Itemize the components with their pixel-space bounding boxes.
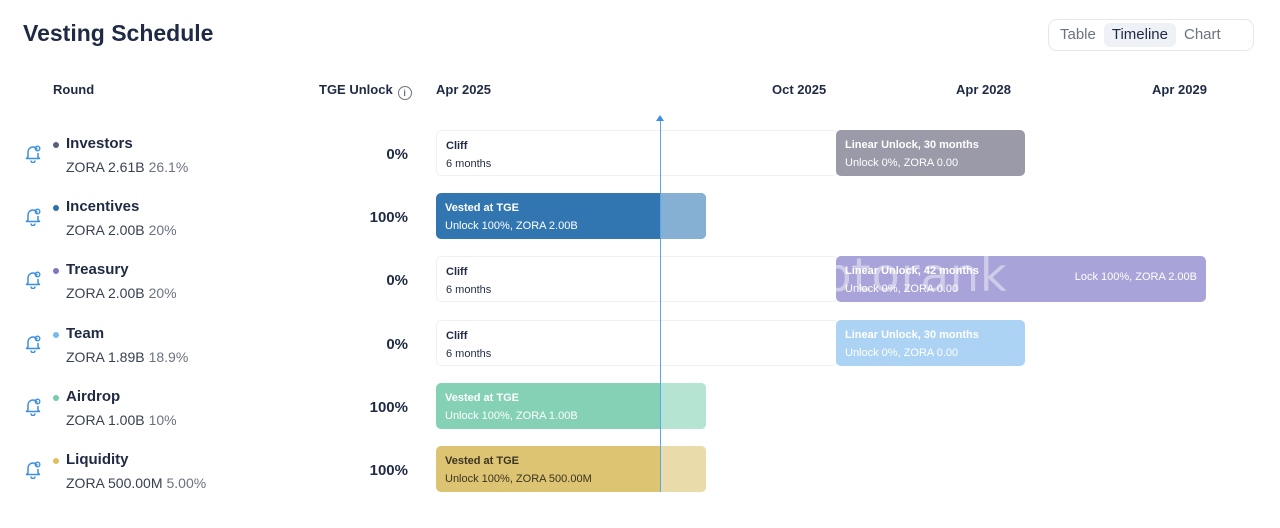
round-amount: ZORA 2.00B 20% <box>66 285 177 301</box>
round-amount: ZORA 1.00B 10% <box>66 412 177 428</box>
round-share: 20% <box>148 222 177 238</box>
vesting-row-team: Team ZORA 1.89B 18.9% 0% Cliff 6 months Linear… <box>0 320 1280 370</box>
vesting-row-airdrop: Airdrop ZORA 1.00B 10% 100% Vested at TGE Unl… <box>0 383 1280 433</box>
tge-vested-bar[interactable]: Vested at TGE Unlock 100%, ZORA 1.00B <box>436 383 706 429</box>
round-share: 20% <box>148 285 177 301</box>
round-share: 26.1% <box>148 159 189 175</box>
round-name: Investors <box>66 135 133 152</box>
tge-unlock-value: 0% <box>386 272 408 289</box>
round-amount: ZORA 2.61B 26.1% <box>66 159 188 175</box>
linear-unlock-detail: Unlock 0%, ZORA 0.00 <box>845 157 959 169</box>
round-share: 18.9% <box>148 349 189 365</box>
view-toggle: Table Timeline Chart <box>1048 19 1254 51</box>
timeline-date-label: Oct 2025 <box>772 82 827 97</box>
bell-icon[interactable] <box>24 333 42 354</box>
info-icon[interactable]: i <box>397 86 412 100</box>
round-color-dot <box>53 268 59 274</box>
round-column-header: Round <box>53 82 95 97</box>
vesting-row-liquidity: Liquidity ZORA 500.00M 5.00% 100% Vested at … <box>0 446 1280 496</box>
round-color-dot <box>53 332 59 338</box>
vesting-row-treasury: Treasury ZORA 2.00B 20% 0% Cliff 6 months Line… <box>0 256 1280 306</box>
round-token-amount: ZORA 2.00B <box>66 222 145 238</box>
tab-timeline[interactable]: Timeline <box>1103 23 1176 47</box>
tge-unlock-label: TGE Unlock <box>319 82 393 97</box>
linear-unlock-detail: Unlock 0%, ZORA 0.00 <box>845 347 959 359</box>
linear-unlock-bar[interactable]: Linear Unlock, 42 months Unlock 0%, ZORA … <box>836 256 1206 302</box>
tge-unlock-value: 100% <box>369 209 408 226</box>
bell-icon[interactable] <box>24 143 42 164</box>
round-token-amount: ZORA 2.00B <box>66 285 145 301</box>
tge-bar-detail: Unlock 100%, ZORA 500.00M <box>445 473 592 485</box>
tge-bar-title: Vested at TGE <box>445 455 519 467</box>
tge-unlock-value: 0% <box>386 336 408 353</box>
round-token-amount: ZORA 1.00B <box>66 412 145 428</box>
tge-bar-detail: Unlock 100%, ZORA 1.00B <box>445 410 578 422</box>
linear-unlock-bar[interactable]: Linear Unlock, 30 months Unlock 0%, ZORA … <box>836 130 1025 176</box>
cliff-bar-duration: 6 months <box>446 348 492 360</box>
cliff-bar-duration: 6 months <box>446 284 492 296</box>
linear-unlock-detail: Unlock 0%, ZORA 0.00 <box>845 283 959 295</box>
round-token-amount: ZORA 500.00M <box>66 475 163 491</box>
round-amount: ZORA 500.00M 5.00% <box>66 475 206 491</box>
round-name: Liquidity <box>66 451 129 468</box>
tge-bar-title: Vested at TGE <box>445 392 519 404</box>
current-date-line <box>660 120 661 492</box>
round-name: Incentives <box>66 198 140 215</box>
cliff-bar-title: Cliff <box>446 140 468 152</box>
cliff-bar-title: Cliff <box>446 266 468 278</box>
round-share: 10% <box>148 412 177 428</box>
bell-icon[interactable] <box>24 269 42 290</box>
linear-unlock-title: Linear Unlock, 42 months <box>845 265 979 277</box>
tge-bar-future-segment <box>660 446 706 492</box>
round-token-amount: ZORA 1.89B <box>66 349 145 365</box>
round-amount: ZORA 1.89B 18.9% <box>66 349 188 365</box>
tge-unlock-value: 100% <box>369 399 408 416</box>
current-date-marker <box>656 115 664 121</box>
watermark-logo: cryptorank <box>748 248 1008 302</box>
tge-bar-future-segment <box>660 383 706 429</box>
round-color-dot <box>53 395 59 401</box>
bell-icon[interactable] <box>24 459 42 480</box>
linear-unlock-bar[interactable]: Linear Unlock, 30 months Unlock 0%, ZORA … <box>836 320 1025 366</box>
timeline-date-label: Apr 2025 <box>436 82 491 97</box>
vesting-row-incentives: Incentives ZORA 2.00B 20% 100% Vested at TGE… <box>0 193 1280 243</box>
round-color-dot <box>53 142 59 148</box>
tge-bar-future-segment <box>660 193 706 239</box>
tab-chart[interactable]: Chart <box>1184 26 1221 43</box>
round-color-dot <box>53 205 59 211</box>
linear-unlock-title: Linear Unlock, 30 months <box>845 329 979 341</box>
tge-vested-bar[interactable]: Vested at TGE Unlock 100%, ZORA 2.00B <box>436 193 706 239</box>
tge-bar-detail: Unlock 100%, ZORA 2.00B <box>445 220 578 232</box>
cliff-bar[interactable]: Cliff 6 months <box>436 256 838 302</box>
tge-unlock-column-header: TGE Unlock i <box>319 82 412 100</box>
tge-unlock-value: 0% <box>386 146 408 163</box>
tge-bar-title: Vested at TGE <box>445 202 519 214</box>
round-name: Treasury <box>66 261 129 278</box>
cliff-bar-duration: 6 months <box>446 158 492 170</box>
bell-icon[interactable] <box>24 396 42 417</box>
timeline-date-label: Apr 2029 <box>1152 82 1207 97</box>
cliff-bar[interactable]: Cliff 6 months <box>436 130 838 176</box>
timeline-date-label: Apr 2028 <box>956 82 1011 97</box>
cliff-bar[interactable]: Cliff 6 months <box>436 320 838 366</box>
round-amount: ZORA 2.00B 20% <box>66 222 177 238</box>
page-title: Vesting Schedule <box>23 20 214 46</box>
linear-unlock-title: Linear Unlock, 30 months <box>845 139 979 151</box>
round-share: 5.00% <box>166 475 207 491</box>
tge-vested-bar[interactable]: Vested at TGE Unlock 100%, ZORA 500.00M <box>436 446 706 492</box>
tge-unlock-value: 100% <box>369 462 408 479</box>
lock-detail: Lock 100%, ZORA 2.00B <box>1074 271 1197 283</box>
vesting-row-investors: Investors ZORA 2.61B 26.1% 0% Cliff 6 months L… <box>0 130 1280 180</box>
round-name: Airdrop <box>66 388 121 405</box>
bell-icon[interactable] <box>24 206 42 227</box>
cliff-bar-title: Cliff <box>446 330 468 342</box>
round-color-dot <box>53 458 59 464</box>
round-token-amount: ZORA 2.61B <box>66 159 145 175</box>
tab-table[interactable]: Table <box>1060 26 1096 43</box>
round-name: Team <box>66 325 105 342</box>
